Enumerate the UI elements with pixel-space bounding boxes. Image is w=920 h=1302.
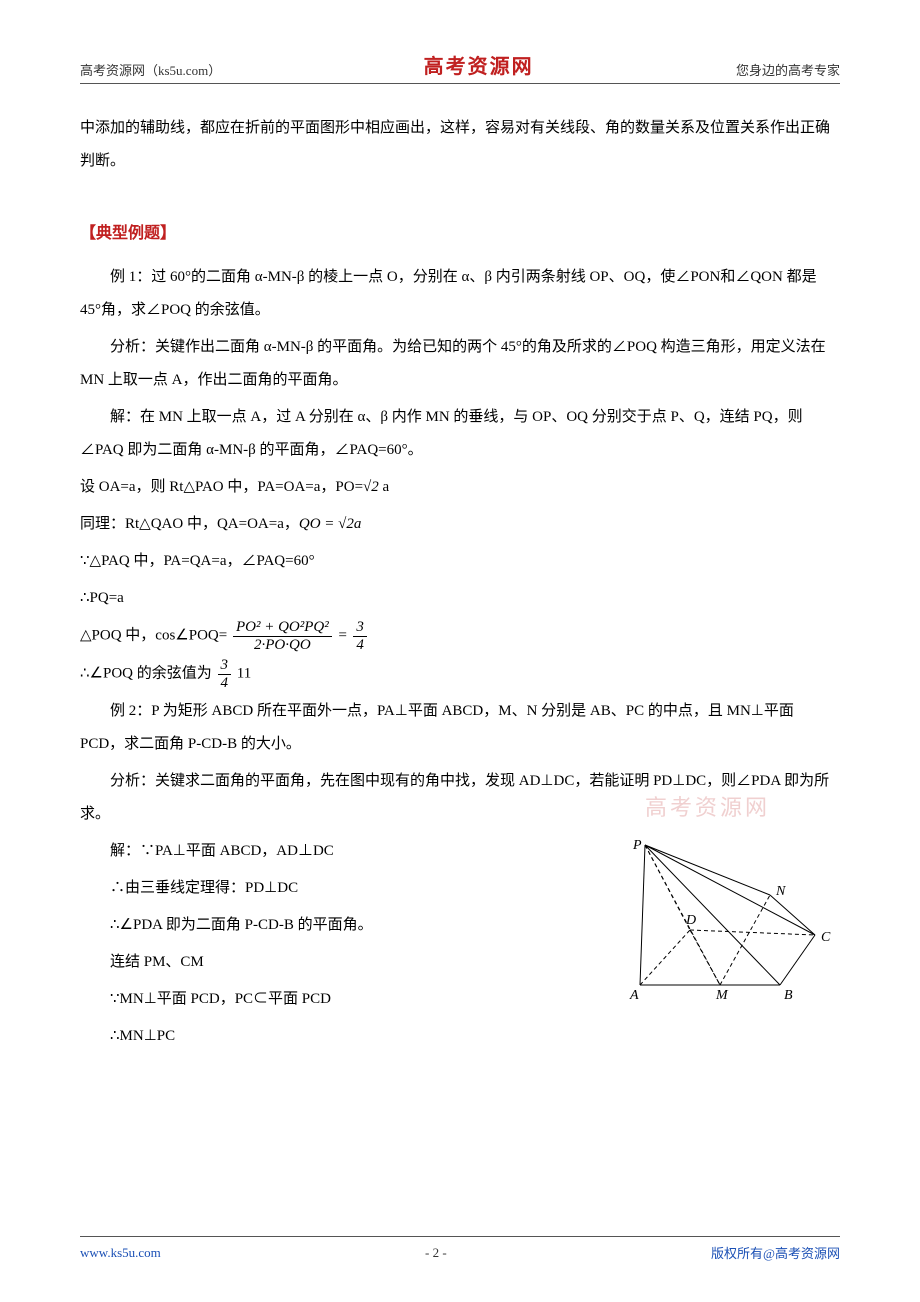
ex2-sol-5: ∵MN⊥平面 PCD，PC⊂平面 PCD — [80, 983, 600, 1016]
svg-text:B: B — [784, 988, 793, 1003]
qo-equation: QO = √2a — [299, 516, 362, 532]
denominator: 4 — [353, 637, 367, 654]
answer-fraction: 3 4 — [218, 657, 232, 691]
page-header: 高考资源网（ks5u.com） 高考资源网 您身边的高考专家 — [80, 50, 840, 84]
ex1-analysis: 分析：关键作出二面角 α-MN-β 的平面角。为给已知的两个 45°的角及所求的… — [80, 331, 840, 397]
footer-copyright: 版权所有@高考资源网 — [711, 1243, 840, 1262]
header-left: 高考资源网（ks5u.com） — [80, 60, 221, 79]
ex1-solution-1: 解：在 MN 上取一点 A，过 A 分别在 α、β 内作 MN 的垂线，与 OP… — [80, 401, 840, 467]
svg-text:P: P — [632, 838, 642, 853]
numerator: PO² + QO²PQ² — [233, 619, 332, 637]
intro-paragraph: 中添加的辅助线，都应在折前的平面图形中相应画出，这样，容易对有关线段、角的数量关… — [80, 112, 840, 178]
denominator: 2·PO·QO — [233, 637, 332, 654]
ex2-sol-2: ∴由三垂线定理得：PD⊥DC — [80, 872, 600, 905]
text: △POQ 中，cos∠POQ= — [80, 628, 231, 644]
sqrt2: √2 — [363, 479, 379, 495]
page-footer: www.ks5u.com - 2 - 版权所有@高考资源网 — [80, 1236, 840, 1262]
ex2-problem: 例 2：P 为矩形 ABCD 所在平面外一点，PA⊥平面 ABCD，M、N 分别… — [80, 695, 840, 761]
text: a — [379, 479, 389, 495]
ex1-line-po: 设 OA=a，则 Rt△PAO 中，PA=OA=a，PO=√2 a — [80, 471, 840, 504]
numerator: 3 — [353, 619, 367, 637]
document-body: 中添加的辅助线，都应在折前的平面图形中相应画出，这样，容易对有关线段、角的数量关… — [80, 112, 840, 1057]
ex1-line-paq: ∵△PAQ 中，PA=QA=a，∠PAQ=60° — [80, 545, 840, 578]
svg-text:A: A — [629, 988, 639, 1003]
ex1-line-qo: 同理：Rt△QAO 中，QA=OA=a，QO = √2a — [80, 508, 840, 541]
ex2-sol-1: 解：∵PA⊥平面 ABCD，AD⊥DC — [80, 835, 600, 868]
section-title: 【典型例题】 — [80, 216, 840, 251]
header-center-logo: 高考资源网 — [221, 50, 736, 79]
ex2-analysis: 分析：关键求二面角的平面角，先在图中现有的角中找，发现 AD⊥DC，若能证明 P… — [80, 765, 840, 831]
ex2-sol-6: ∴MN⊥PC — [80, 1020, 600, 1053]
text: 11 — [237, 666, 251, 682]
numerator: 3 — [218, 657, 232, 675]
svg-text:D: D — [685, 913, 696, 928]
page-number: - 2 - — [161, 1245, 711, 1261]
ex1-line-cos: △POQ 中，cos∠POQ= PO² + QO²PQ² 2·PO·QO = 3… — [80, 619, 840, 653]
cos-fraction: PO² + QO²PQ² 2·PO·QO — [233, 619, 332, 653]
footer-url: www.ks5u.com — [80, 1245, 161, 1261]
equals: = — [337, 628, 351, 644]
ex1-line-pq: ∴PQ=a — [80, 582, 840, 615]
header-right: 您身边的高考专家 — [736, 60, 840, 79]
ex1-problem: 例 1：过 60°的二面角 α-MN-β 的棱上一点 O，分别在 α、β 内引两… — [80, 261, 840, 327]
text: ∴∠POQ 的余弦值为 — [80, 666, 212, 682]
ex2-sol-3: ∴∠PDA 即为二面角 P-CD-B 的平面角。 — [80, 909, 600, 942]
ex2-sol-4: 连结 PM、CM — [80, 946, 600, 979]
text: 设 OA=a，则 Rt△PAO 中，PA=OA=a，PO= — [80, 479, 363, 495]
text: 同理：Rt△QAO 中，QA=OA=a， — [80, 516, 299, 532]
svg-text:M: M — [715, 988, 729, 1003]
geometry-diagram: P N C D A M B — [620, 835, 840, 1005]
result-fraction: 3 4 — [353, 619, 367, 653]
denominator: 4 — [218, 675, 232, 692]
svg-text:N: N — [775, 884, 786, 899]
ex1-conclusion: ∴∠POQ 的余弦值为 3 4 11 — [80, 657, 840, 691]
svg-text:C: C — [821, 930, 831, 945]
